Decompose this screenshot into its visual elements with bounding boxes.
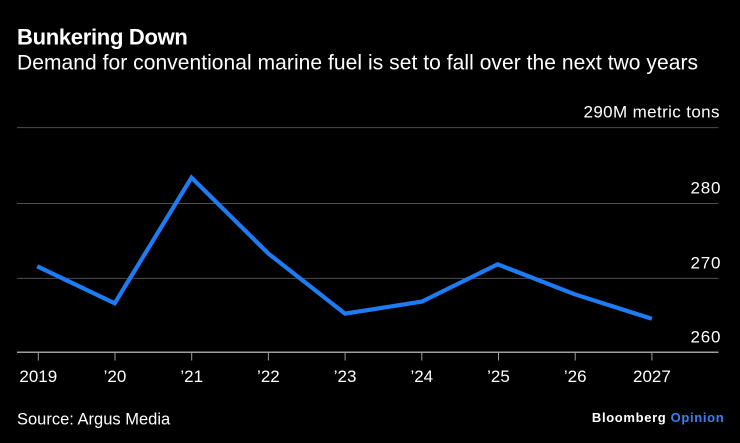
- svg-text:Bloomberg Opinion: Bloomberg Opinion: [592, 410, 724, 425]
- svg-text:Bunkering Down: Bunkering Down: [17, 24, 188, 49]
- svg-text:2027: 2027: [633, 367, 671, 386]
- svg-text:Demand for conventional marine: Demand for conventional marine fuel is s…: [17, 51, 698, 74]
- svg-text:Source: Argus Media: Source: Argus Media: [17, 410, 171, 428]
- svg-text:260: 260: [691, 327, 721, 346]
- svg-text:270: 270: [691, 253, 721, 272]
- svg-text:’20: ’20: [104, 367, 127, 386]
- svg-text:’23: ’23: [334, 367, 357, 386]
- svg-text:’22: ’22: [257, 367, 280, 386]
- svg-text:’25: ’25: [487, 367, 510, 386]
- svg-text:280: 280: [691, 179, 721, 198]
- svg-text:2019: 2019: [19, 367, 57, 386]
- svg-text:’24: ’24: [410, 367, 433, 386]
- svg-text:’21: ’21: [180, 367, 203, 386]
- svg-text:290M metric tons: 290M metric tons: [584, 103, 720, 122]
- svg-text:’26: ’26: [564, 367, 587, 386]
